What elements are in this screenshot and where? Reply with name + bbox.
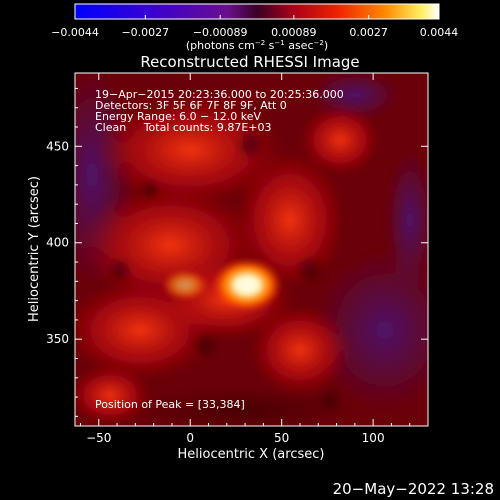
colorbar — [75, 4, 439, 19]
chart-title: Reconstructed RHESSI Image — [140, 53, 359, 71]
x-tick-label: 50 — [274, 431, 289, 445]
colorbar-tick-label: −0.0044 — [51, 26, 99, 39]
annotation-clean: Clean Total counts: 9.87E+03 — [95, 121, 272, 134]
annotation-detectors: Detectors: 3F 5F 6F 7F 8F 9F, Att 0 — [95, 99, 287, 112]
heatmap-image — [75, 73, 428, 426]
colorbar-tick-label: 0.00089 — [271, 26, 317, 39]
colorbar-frame — [74, 3, 440, 20]
peak-position-label: Position of Peak = [33,384] — [95, 398, 245, 411]
y-tick-label: 350 — [46, 332, 69, 346]
y-tick-label: 400 — [46, 236, 69, 250]
plot-frame — [74, 72, 429, 427]
x-tick-label: 0 — [186, 431, 194, 445]
x-tick-label: −50 — [86, 431, 111, 445]
y-axis-label: Heliocentric Y (arcsec) — [27, 176, 42, 322]
annotation-energy: Energy Range: 6.0 − 12.0 keV — [95, 110, 262, 123]
annotation-time: 19−Apr−2015 20:23:36.000 to 20:25:36.000 — [95, 88, 344, 101]
colorbar-tick-label: −0.00089 — [193, 26, 248, 39]
y-tick-label: 450 — [46, 139, 69, 153]
colorbar-tick-label: −0.0027 — [121, 26, 169, 39]
x-axis-label: Heliocentric X (arcsec) — [178, 447, 325, 462]
colorbar-tick-label: 0.0044 — [420, 26, 459, 39]
x-tick-label: 100 — [362, 431, 385, 445]
colorbar-unit-label: (photons cm−2 s−1 asec−2) — [186, 39, 328, 52]
footer-timestamp: 20−May−2022 13:28 — [333, 480, 494, 498]
y-axis-ticks: 350 400 450 — [46, 87, 428, 417]
x-axis-ticks: −50 0 50 100 — [79, 73, 429, 445]
colorbar-tick-label: 0.0027 — [349, 26, 388, 39]
colorbar-ticks: −0.0044 −0.0027 −0.00089 0.00089 0.0027 0.004… — [51, 15, 458, 39]
